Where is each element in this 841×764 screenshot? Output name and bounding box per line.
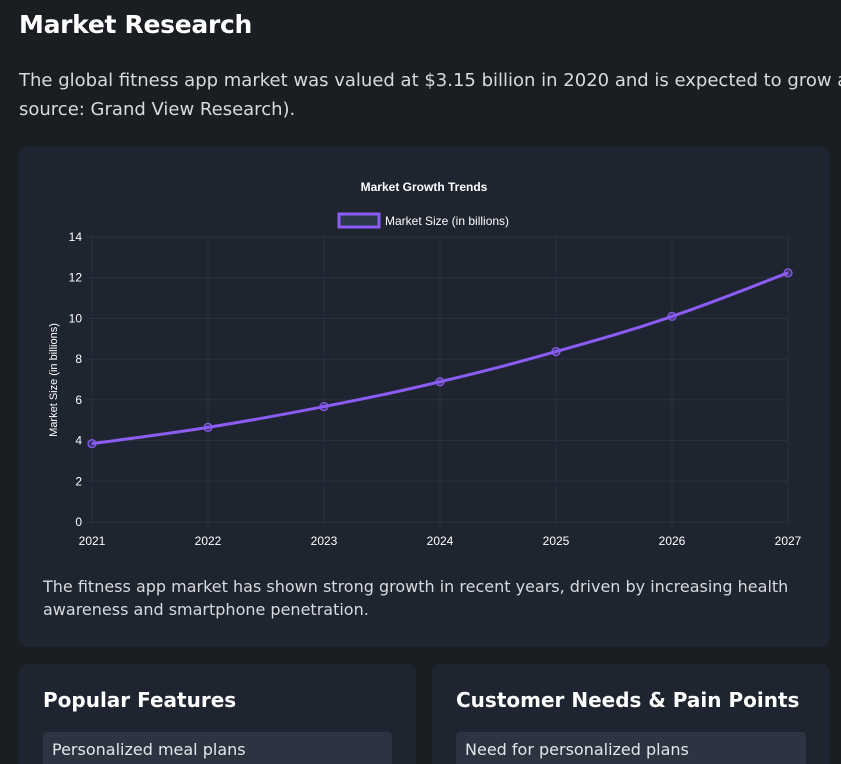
- y-tick-label: 10: [69, 311, 83, 325]
- page-title: Market Research: [19, 10, 253, 39]
- y-axis-label: Market Size (in billions): [48, 323, 60, 437]
- data-point[interactable]: [203, 422, 213, 432]
- y-tick-label: 2: [75, 474, 82, 488]
- y-tick-label: 4: [75, 434, 82, 448]
- data-point[interactable]: [87, 439, 97, 449]
- customer-needs-title: Customer Needs & Pain Points: [456, 688, 800, 712]
- x-tick-label: 2025: [543, 534, 570, 548]
- y-tick-label: 12: [69, 271, 83, 285]
- y-tick-label: 6: [75, 393, 82, 407]
- y-tick-label: 0: [75, 515, 82, 529]
- popular-features-card: Popular Features Personalized meal plans: [19, 664, 416, 764]
- data-point[interactable]: [435, 377, 445, 387]
- feature-item: Personalized meal plans: [43, 732, 392, 764]
- legend[interactable]: Market Size (in billions): [337, 212, 509, 229]
- x-tick-label: 2027: [775, 534, 802, 548]
- data-point[interactable]: [783, 268, 793, 278]
- grid-layer: [87, 236, 789, 527]
- data-point[interactable]: [319, 401, 329, 412]
- data-point[interactable]: [551, 347, 561, 357]
- line-layer: [91, 271, 789, 446]
- axis-layer: 0 2 4 6 8 10 12 14 2021 2022 2023 2024 2025 2026 2027: [69, 230, 802, 548]
- intro-paragraph: The global fitness app market was valued…: [19, 70, 841, 120]
- need-item: Need for personalized plans: [456, 732, 806, 764]
- x-tick-label: 2026: [659, 534, 686, 548]
- x-tick-label: 2022: [195, 534, 222, 548]
- series-line: [91, 271, 789, 446]
- point-layer: [87, 268, 793, 449]
- legend-swatch: [337, 212, 381, 229]
- chart-description: The fitness app market has shown strong …: [43, 577, 789, 619]
- chart-card: 0 2 4 6 8 10 12 14 2021 2022 2023 2024 2025 2026 2027 …: [19, 147, 830, 647]
- y-tick-label: 8: [75, 352, 82, 366]
- customer-needs-card: Customer Needs & Pain Points Need for pe…: [432, 664, 830, 764]
- data-point[interactable]: [667, 311, 677, 321]
- legend-label: Market Size (in billions): [385, 214, 509, 228]
- chart-title: Market Growth Trends: [361, 180, 488, 194]
- x-tick-label: 2023: [311, 534, 338, 548]
- x-tick-label: 2021: [79, 534, 106, 548]
- popular-features-title: Popular Features: [43, 688, 237, 712]
- x-tick-label: 2024: [427, 534, 454, 548]
- y-tick-label: 14: [69, 230, 83, 244]
